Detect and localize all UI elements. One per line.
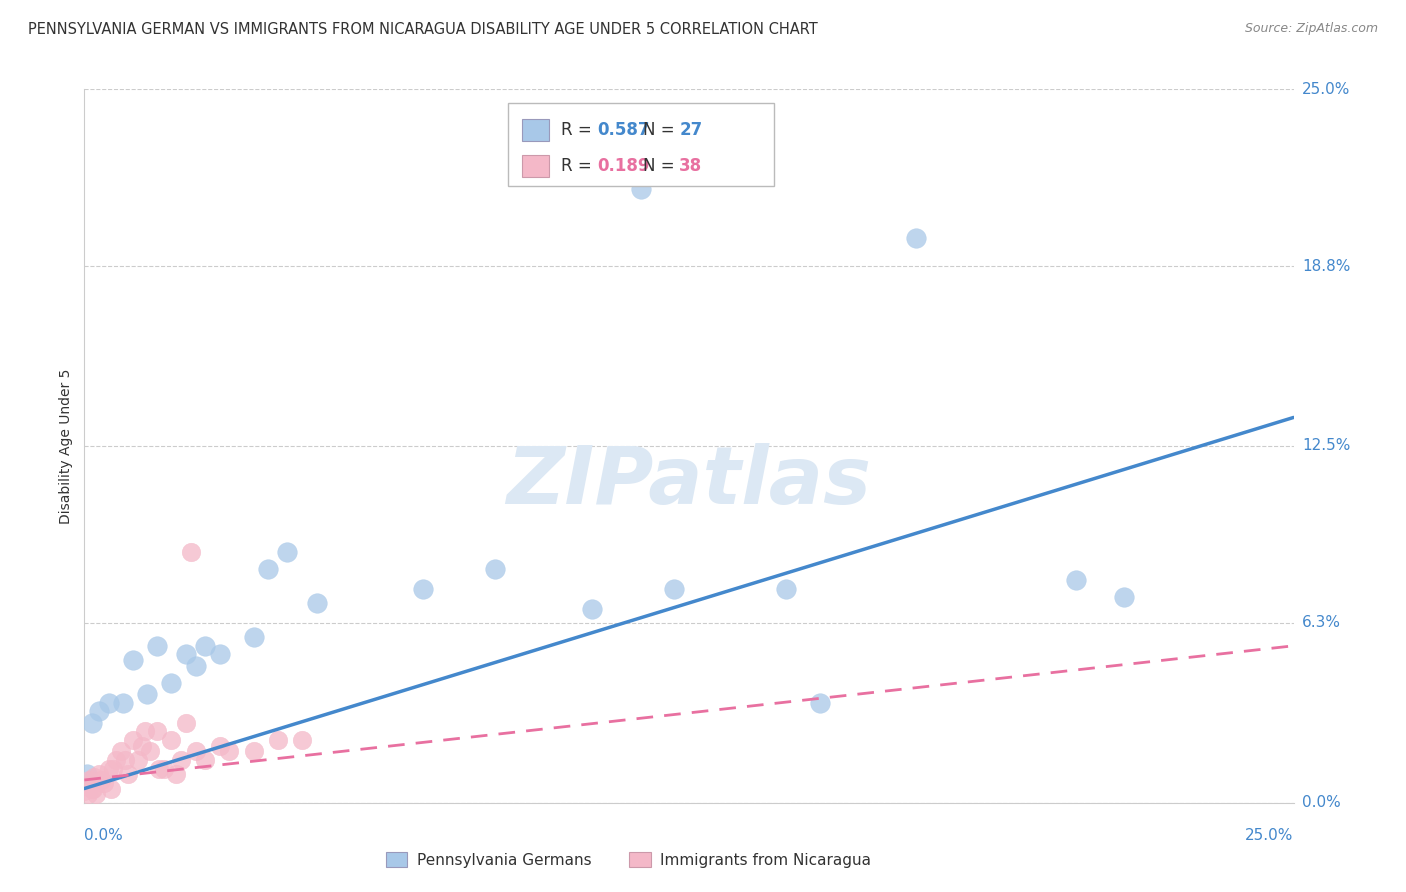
Text: 0.0%: 0.0% xyxy=(84,828,124,843)
Point xyxy=(218,744,240,758)
Point xyxy=(100,781,122,796)
Point xyxy=(136,687,159,701)
Text: N =: N = xyxy=(643,121,681,139)
Point xyxy=(1064,573,1087,587)
Point xyxy=(276,544,298,558)
Point xyxy=(90,772,112,787)
Point xyxy=(93,776,115,790)
Text: 25.0%: 25.0% xyxy=(1246,828,1294,843)
Point xyxy=(808,696,831,710)
Point xyxy=(242,630,264,644)
Point xyxy=(97,696,120,710)
FancyBboxPatch shape xyxy=(508,103,773,186)
Point xyxy=(77,787,100,801)
Point xyxy=(148,762,170,776)
Point xyxy=(97,762,120,776)
Point xyxy=(905,230,928,244)
Point xyxy=(305,596,328,610)
Point xyxy=(160,733,183,747)
Text: 38: 38 xyxy=(679,157,703,175)
Point xyxy=(170,753,193,767)
Point xyxy=(110,744,132,758)
Point xyxy=(194,639,217,653)
Text: 27: 27 xyxy=(679,121,703,139)
Point xyxy=(184,658,207,673)
Point xyxy=(160,676,183,690)
Point xyxy=(291,733,314,747)
Point xyxy=(121,733,143,747)
Point xyxy=(146,639,169,653)
Point xyxy=(87,767,110,781)
Text: N =: N = xyxy=(643,157,681,175)
Point xyxy=(80,781,103,796)
Point xyxy=(77,772,100,787)
Bar xyxy=(522,155,548,177)
Point xyxy=(82,781,104,796)
Text: ZIPatlas: ZIPatlas xyxy=(506,442,872,521)
Point xyxy=(104,753,127,767)
Point xyxy=(153,762,176,776)
Point xyxy=(103,762,125,776)
Point xyxy=(138,744,160,758)
Point xyxy=(114,753,136,767)
Point xyxy=(242,744,264,758)
Point xyxy=(87,705,110,719)
Point xyxy=(174,715,197,730)
Point xyxy=(86,787,108,801)
Point xyxy=(127,753,149,767)
Text: 12.5%: 12.5% xyxy=(1302,439,1350,453)
Point xyxy=(76,779,98,793)
Point xyxy=(121,653,143,667)
Point xyxy=(165,767,187,781)
Point xyxy=(73,784,96,798)
Point xyxy=(134,724,156,739)
Text: R =: R = xyxy=(561,157,596,175)
Point xyxy=(257,562,280,576)
Point xyxy=(775,582,797,596)
Point xyxy=(174,648,197,662)
Text: R =: R = xyxy=(561,121,596,139)
Point xyxy=(76,767,98,781)
Text: 6.3%: 6.3% xyxy=(1302,615,1341,631)
Point xyxy=(117,767,139,781)
Text: 0.0%: 0.0% xyxy=(1302,796,1340,810)
Point xyxy=(484,562,506,576)
Point xyxy=(581,601,603,615)
Point xyxy=(112,696,135,710)
Text: 0.587: 0.587 xyxy=(598,121,650,139)
Point xyxy=(412,582,434,596)
Point xyxy=(184,744,207,758)
Point xyxy=(194,753,217,767)
Point xyxy=(664,582,686,596)
Text: PENNSYLVANIA GERMAN VS IMMIGRANTS FROM NICARAGUA DISABILITY AGE UNDER 5 CORRELAT: PENNSYLVANIA GERMAN VS IMMIGRANTS FROM N… xyxy=(28,22,818,37)
Text: 25.0%: 25.0% xyxy=(1302,82,1350,96)
Point xyxy=(208,648,231,662)
Y-axis label: Disability Age Under 5: Disability Age Under 5 xyxy=(59,368,73,524)
Text: 0.189: 0.189 xyxy=(598,157,650,175)
Point xyxy=(267,733,290,747)
Point xyxy=(131,739,153,753)
Point xyxy=(146,724,169,739)
Legend: Pennsylvania Germans, Immigrants from Nicaragua: Pennsylvania Germans, Immigrants from Ni… xyxy=(380,846,877,873)
Bar xyxy=(522,120,548,141)
Point xyxy=(1114,591,1136,605)
Text: 18.8%: 18.8% xyxy=(1302,259,1350,274)
Point xyxy=(630,182,652,196)
Text: Source: ZipAtlas.com: Source: ZipAtlas.com xyxy=(1244,22,1378,36)
Point xyxy=(80,715,103,730)
Point xyxy=(208,739,231,753)
Point xyxy=(83,770,105,784)
Point xyxy=(180,544,202,558)
